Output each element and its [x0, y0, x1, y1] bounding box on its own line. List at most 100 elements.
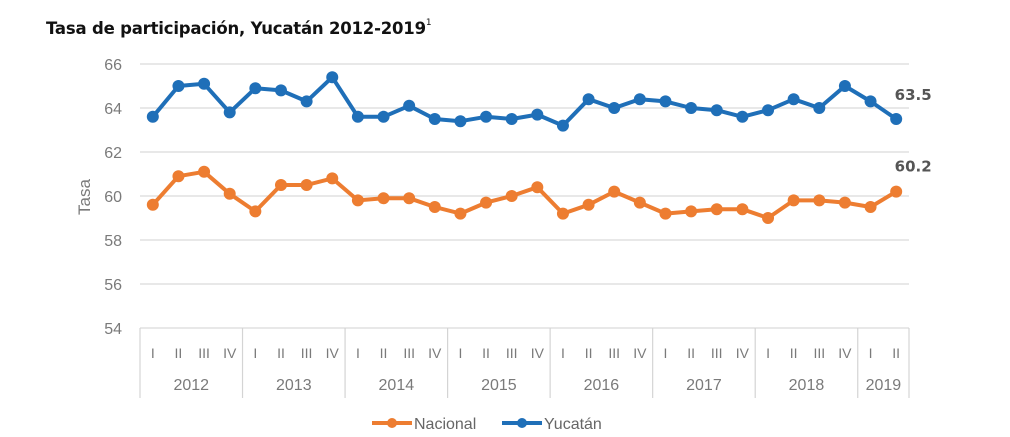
x-tick-year: 2015: [481, 377, 517, 394]
x-tick-quarter: I: [664, 345, 668, 361]
data-point-nacional: [505, 190, 518, 202]
x-tick-quarter: IV: [736, 345, 750, 361]
data-point-nacional: [736, 203, 749, 216]
y-axis-label: Tasa: [75, 179, 94, 215]
x-tick-quarter: II: [585, 345, 593, 361]
data-point-yucatn: [326, 71, 339, 84]
x-tick-quarter: I: [561, 345, 565, 361]
x-tick-quarter: IV: [633, 345, 647, 361]
data-point-nacional: [556, 207, 569, 220]
data-point-yucatn: [249, 82, 262, 95]
data-point-nacional: [762, 212, 775, 224]
data-point-yucatn: [736, 110, 749, 123]
series-line-yucatn: [151, 75, 898, 128]
data-point-nacional: [787, 194, 800, 207]
data-point-yucatn: [762, 104, 775, 117]
series-line-nacional: [151, 169, 898, 220]
x-tick-quarter: III: [608, 345, 620, 361]
x-tick-quarter: I: [356, 345, 360, 361]
x-tick-quarter: IV: [838, 345, 852, 361]
data-point-nacional: [172, 170, 185, 183]
data-point-yucatn: [608, 102, 621, 114]
data-point-nacional: [377, 192, 390, 205]
data-point-yucatn: [582, 93, 595, 106]
data-point-nacional: [300, 179, 313, 191]
data-point-nacional: [326, 172, 339, 185]
data-point-yucatn: [890, 113, 903, 125]
x-tick-quarter: I: [151, 345, 155, 361]
data-point-nacional: [274, 179, 287, 191]
x-tick-year: 2018: [789, 377, 825, 394]
data-point-nacional: [685, 205, 698, 218]
y-tick-label: 62: [104, 145, 122, 162]
data-point-nacional: [480, 196, 493, 209]
legend-label-yucatn: Yucatán: [544, 416, 602, 433]
x-tick-year: 2019: [866, 377, 902, 394]
data-point-yucatn: [274, 84, 287, 97]
data-point-nacional: [146, 198, 159, 211]
data-point-nacional: [454, 207, 467, 220]
legend-marker-nacional: [387, 418, 397, 428]
x-tick-quarter: IV: [531, 345, 545, 361]
x-tick-quarter: II: [892, 345, 900, 361]
data-point-nacional: [403, 192, 416, 205]
data-point-nacional: [198, 165, 211, 178]
chart-title-text: Tasa de participación, Yucatán 2012-2019: [46, 19, 426, 38]
x-tick-quarter: III: [506, 345, 518, 361]
data-point-yucatn: [659, 95, 672, 108]
x-tick-quarter: III: [403, 345, 415, 361]
data-point-nacional: [813, 194, 826, 207]
x-tick-year: 2017: [686, 377, 722, 394]
x-tick-quarter: III: [711, 345, 723, 361]
chart-title: Tasa de participación, Yucatán 2012-2019…: [46, 18, 432, 38]
data-point-yucatn: [813, 102, 826, 114]
data-point-yucatn: [300, 95, 313, 108]
legend-marker-yucatn: [517, 418, 527, 428]
x-tick-quarter: IV: [428, 345, 442, 361]
data-point-yucatn: [223, 106, 236, 119]
x-tick-quarter: III: [198, 345, 210, 361]
data-point-nacional: [710, 203, 723, 216]
data-point-yucatn: [710, 104, 723, 117]
y-tick-label: 64: [104, 101, 122, 118]
x-tick-quarter: II: [380, 345, 388, 361]
data-point-nacional: [838, 196, 851, 209]
data-point-yucatn: [146, 110, 159, 123]
y-tick-label: 58: [104, 233, 122, 250]
x-tick-quarter: IV: [326, 345, 340, 361]
data-point-yucatn: [351, 110, 364, 123]
x-tick-quarter: II: [790, 345, 798, 361]
x-tick-year: 2014: [379, 377, 415, 394]
data-point-yucatn: [403, 99, 416, 112]
data-point-yucatn: [428, 113, 441, 125]
legend-label-nacional: Nacional: [414, 416, 476, 433]
data-point-yucatn: [787, 93, 800, 106]
x-tick-quarter: I: [253, 345, 257, 361]
x-tick-quarter: IV: [223, 345, 237, 361]
data-point-yucatn: [172, 80, 185, 92]
x-tick-quarter: I: [458, 345, 462, 361]
data-point-yucatn: [377, 110, 390, 123]
data-point-yucatn: [685, 102, 698, 114]
data-point-yucatn: [556, 119, 569, 132]
data-point-yucatn: [838, 80, 851, 92]
data-point-yucatn: [531, 108, 544, 121]
data-point-nacional: [249, 205, 262, 218]
x-tick-quarter: II: [482, 345, 490, 361]
data-point-nacional: [582, 198, 595, 211]
data-point-nacional: [864, 201, 877, 213]
data-point-nacional: [223, 187, 236, 200]
x-tick-quarter: III: [301, 345, 313, 361]
x-tick-quarter: I: [869, 345, 873, 361]
x-tick-quarter: II: [277, 345, 285, 361]
data-point-yucatn: [198, 77, 211, 90]
data-point-yucatn: [633, 93, 646, 106]
data-point-nacional: [633, 196, 646, 209]
y-tick-label: 56: [104, 277, 122, 294]
y-tick-label: 66: [104, 57, 122, 74]
x-tick-quarter: III: [813, 345, 825, 361]
end-value-label-yucatn: 63.5: [895, 86, 932, 104]
data-point-yucatn: [454, 115, 467, 128]
y-tick-label: 54: [104, 321, 122, 338]
